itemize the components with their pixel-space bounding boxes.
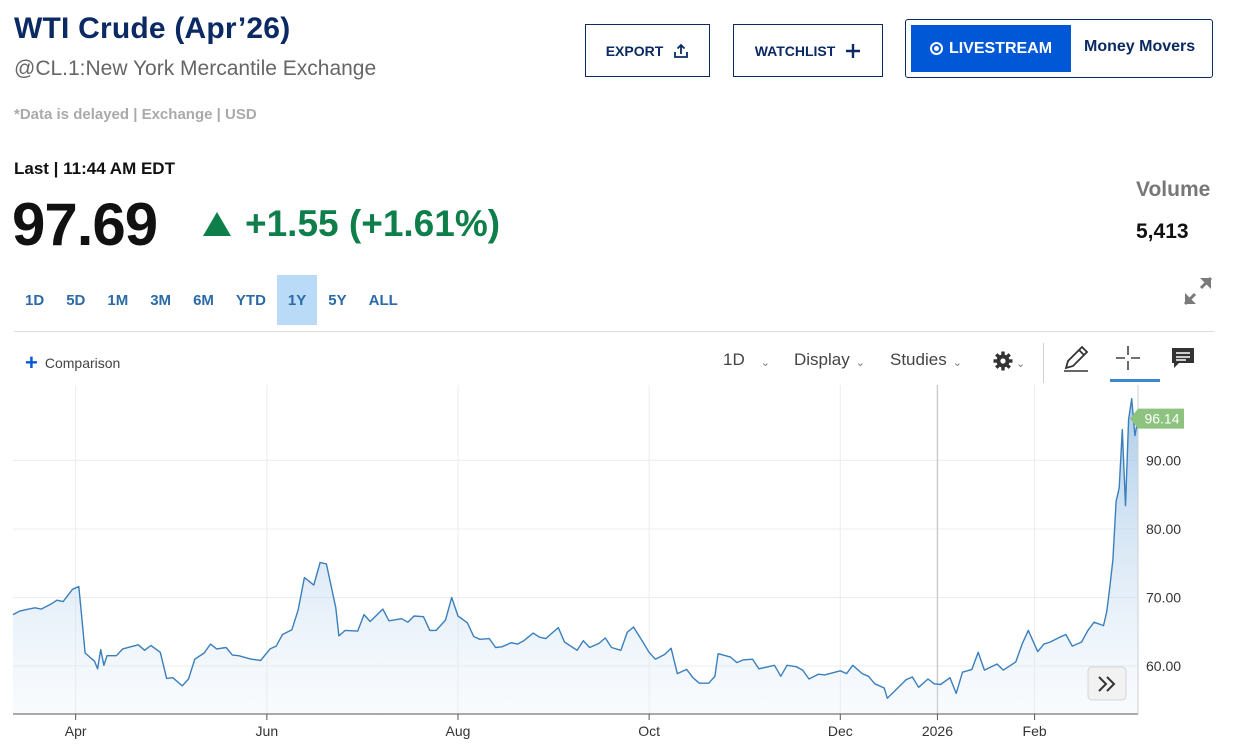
chevron-down-icon: ⌄ [760,356,770,369]
plus-icon: + [25,350,38,375]
series-area [13,398,1138,714]
watchlist-button[interactable]: WATCHLIST [733,24,883,77]
active-tool-indicator [1110,379,1160,382]
display-dropdown[interactable]: Display ⌄ [794,350,865,370]
studies-label: Studies [890,350,947,369]
comparison-label: Comparison [44,355,121,371]
range-tab-1d[interactable]: 1D [25,291,45,309]
x-tick-label: 2026 [922,723,953,739]
chevron-down-icon: ⌄ [855,356,865,369]
y-tick-label: 80.00 [1146,521,1181,537]
range-tab-all[interactable]: ALL [368,291,398,309]
interval-label: 1D [723,350,745,369]
last-price: 97.69 [12,191,158,258]
range-tab-5y[interactable]: 5Y [328,291,347,309]
chevron-down-icon: ⌄ [952,356,962,369]
export-button[interactable]: EXPORT [585,24,710,77]
live-dot-icon [929,42,943,55]
money-movers-link[interactable]: Money Movers [1084,38,1196,55]
livestream-group: LIVESTREAM Money Movers [905,19,1213,78]
price-change: +1.55 (+1.61%) [203,203,500,245]
livestream-button[interactable]: LIVESTREAM [911,25,1071,72]
series-line [12,398,1139,699]
range-tab-6m[interactable]: 6M [193,291,214,309]
expand-icon[interactable] [1182,275,1214,307]
price-change-value: +1.55 (+1.61%) [245,203,501,244]
section-divider [14,331,1214,332]
last-price-flag [1130,408,1184,429]
studies-dropdown[interactable]: Studies ⌄ [890,350,962,370]
range-tab-ytd[interactable]: YTD [235,291,266,309]
gear-icon [993,351,1013,371]
x-tick-label: Oct [638,723,660,739]
volume-label: Volume [1136,178,1211,201]
comment-icon[interactable] [1167,342,1199,374]
up-triangle-icon [203,212,231,236]
x-tick-label: Apr [65,723,87,739]
range-selector: 1D 5D 1M 3M 6M YTD 1Y 5Y ALL [14,275,409,325]
range-tab-1y[interactable]: 1Y [276,275,318,325]
upload-icon [674,43,689,58]
exchange-subtitle: @CL.1:New York Mercantile Exchange [14,57,377,80]
range-tab-1m[interactable]: 1M [107,291,129,309]
pencil-icon[interactable] [1060,342,1092,374]
price-chart[interactable]: 60.00 70.00 80.00 90.00 Apr Jun Aug Oct Dec 2026 F… [0,385,1235,749]
range-tab-3m[interactable]: 3M [150,291,172,309]
double-chevron-right-icon [1098,676,1116,692]
livestream-label: LIVESTREAM [948,39,1053,57]
range-tab-5d[interactable]: 5D [66,291,86,309]
page-title: WTI Crude (Apr’26) [14,12,291,45]
x-tick-label: Aug [446,723,471,739]
volume-value: 5,413 [1136,220,1189,243]
watchlist-label: WATCHLIST [754,42,836,59]
display-label: Display [794,350,850,369]
x-tick-label: Dec [828,723,853,739]
chevron-down-icon: ⌄ [1016,357,1026,370]
export-label: EXPORT [605,42,664,59]
last-price-flag-label: 96.14 [1144,411,1179,427]
y-tick-label: 90.00 [1146,452,1181,468]
plus-icon [846,43,861,58]
x-tick-label: Feb [1023,723,1047,739]
toolbar-divider [1043,343,1044,383]
y-tick-label: 60.00 [1146,658,1181,674]
scroll-forward-button[interactable] [1087,666,1127,701]
y-tick-label: 70.00 [1146,589,1181,605]
delayed-note: *Data is delayed | Exchange | USD [14,106,257,123]
interval-dropdown[interactable]: 1D ⌄ [723,350,770,370]
x-tick-label: Jun [256,723,279,739]
last-trade-time: Last | 11:44 AM EDT [14,159,175,178]
comparison-button[interactable]: + Comparison [25,350,121,375]
crosshair-icon[interactable] [1112,342,1144,374]
settings-dropdown[interactable]: ⌄ [992,350,1025,372]
